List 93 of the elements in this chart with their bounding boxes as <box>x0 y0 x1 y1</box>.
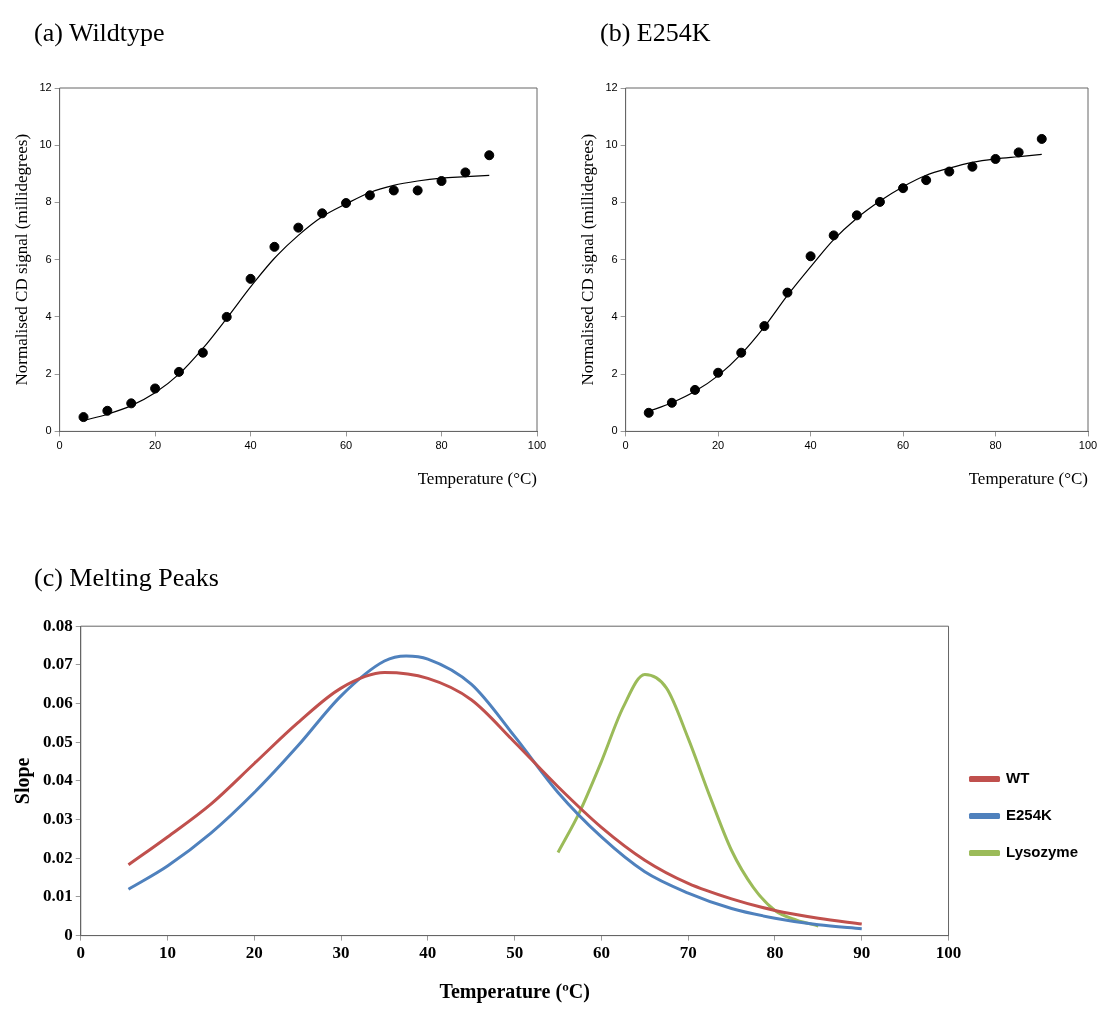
chart-title: (c) Melting Peaks <box>34 563 219 593</box>
point <box>412 185 423 196</box>
x-tick-label: 100 <box>935 943 962 963</box>
y-tick-label: 0.06 <box>43 692 73 712</box>
y-axis-title: Normalised CD signal (millidegrees) <box>11 133 31 386</box>
point <box>944 166 955 177</box>
chart-title: (b) E254K <box>600 18 711 48</box>
point <box>851 210 862 221</box>
y-tick-label: 6 <box>45 252 52 265</box>
y-axis-title: Normalised CD signal (millidegrees) <box>577 133 597 386</box>
point <box>689 384 700 395</box>
legend-label: Lysozyme <box>1006 843 1079 861</box>
point <box>317 208 328 219</box>
x-tick-label: 80 <box>766 943 784 963</box>
point <box>967 161 978 172</box>
point <box>173 366 184 377</box>
y-tick-label: 10 <box>39 138 52 151</box>
x-tick-label: 60 <box>896 439 910 452</box>
point <box>245 273 256 284</box>
point <box>364 190 375 201</box>
point <box>436 176 447 186</box>
y-axis-title: Slope <box>11 757 35 805</box>
y-tick-label: 2 <box>611 367 618 380</box>
line-series <box>556 673 820 928</box>
x-axis-title: Temperature (ºC) <box>439 980 590 1004</box>
x-tick-label: 50 <box>506 943 524 963</box>
legend-label: WT <box>1006 769 1030 787</box>
chart-title: (a) Wildtype <box>34 18 165 48</box>
point <box>126 398 137 409</box>
point <box>1013 147 1024 158</box>
point <box>898 183 909 194</box>
x-axis-title: Temperature (°C) <box>968 469 1088 489</box>
x-axis-title: Temperature (°C) <box>417 469 537 489</box>
point <box>221 311 232 322</box>
y-tick-label: 10 <box>605 138 618 151</box>
x-tick-label: 70 <box>679 943 697 963</box>
x-tick-label: 40 <box>244 439 257 452</box>
y-tick-label: 4 <box>611 309 618 322</box>
point <box>874 196 885 207</box>
y-tick-label: 0.07 <box>43 654 74 674</box>
y-tick-label: 0.05 <box>43 731 73 751</box>
point <box>1036 133 1047 144</box>
x-tick-label: 100 <box>1078 439 1098 452</box>
point <box>666 397 677 408</box>
point <box>828 230 839 241</box>
y-tick-label: 0 <box>64 924 73 944</box>
y-tick-label: 8 <box>45 195 52 208</box>
x-tick-label: 30 <box>332 943 350 963</box>
x-tick-label: 80 <box>989 439 1002 452</box>
y-tick-label: 0.02 <box>43 847 73 867</box>
point <box>388 185 399 196</box>
x-tick-label: 0 <box>622 439 629 452</box>
point <box>293 222 304 233</box>
point <box>782 287 793 298</box>
point <box>460 167 471 178</box>
y-tick-label: 8 <box>611 195 618 208</box>
point <box>921 175 932 186</box>
x-tick-label: 90 <box>853 943 871 963</box>
x-tick-label: 20 <box>245 943 263 963</box>
y-tick-label: 0 <box>45 424 52 437</box>
point <box>484 150 495 161</box>
point <box>805 251 816 262</box>
point <box>713 367 724 378</box>
x-tick-label: 60 <box>592 943 610 963</box>
x-tick-label: 60 <box>339 439 353 452</box>
y-tick-label: 0.03 <box>43 808 73 828</box>
point <box>102 405 113 416</box>
y-tick-label: 0 <box>611 424 618 437</box>
point <box>78 412 89 423</box>
y-tick-label: 2 <box>45 367 52 380</box>
point <box>990 153 1001 164</box>
y-tick-label: 12 <box>605 81 618 94</box>
point <box>759 321 770 332</box>
x-tick-label: 20 <box>148 439 162 452</box>
x-tick-label: 80 <box>435 439 448 452</box>
point <box>269 241 280 252</box>
y-tick-label: 12 <box>39 81 52 94</box>
point <box>197 347 208 358</box>
y-tick-label: 6 <box>611 252 618 265</box>
x-tick-label: 40 <box>804 439 817 452</box>
y-tick-label: 0.04 <box>43 770 74 790</box>
x-tick-label: 100 <box>527 439 547 452</box>
x-tick-label: 20 <box>711 439 725 452</box>
legend-label: E254K <box>1006 806 1053 824</box>
y-tick-label: 4 <box>45 309 52 322</box>
y-tick-label: 0.01 <box>43 886 73 906</box>
x-tick-label: 40 <box>419 943 437 963</box>
point <box>736 347 747 358</box>
point <box>643 407 654 418</box>
y-tick-label: 0.08 <box>43 615 73 635</box>
point <box>341 198 352 209</box>
point <box>150 383 161 394</box>
x-tick-label: 10 <box>159 943 177 963</box>
